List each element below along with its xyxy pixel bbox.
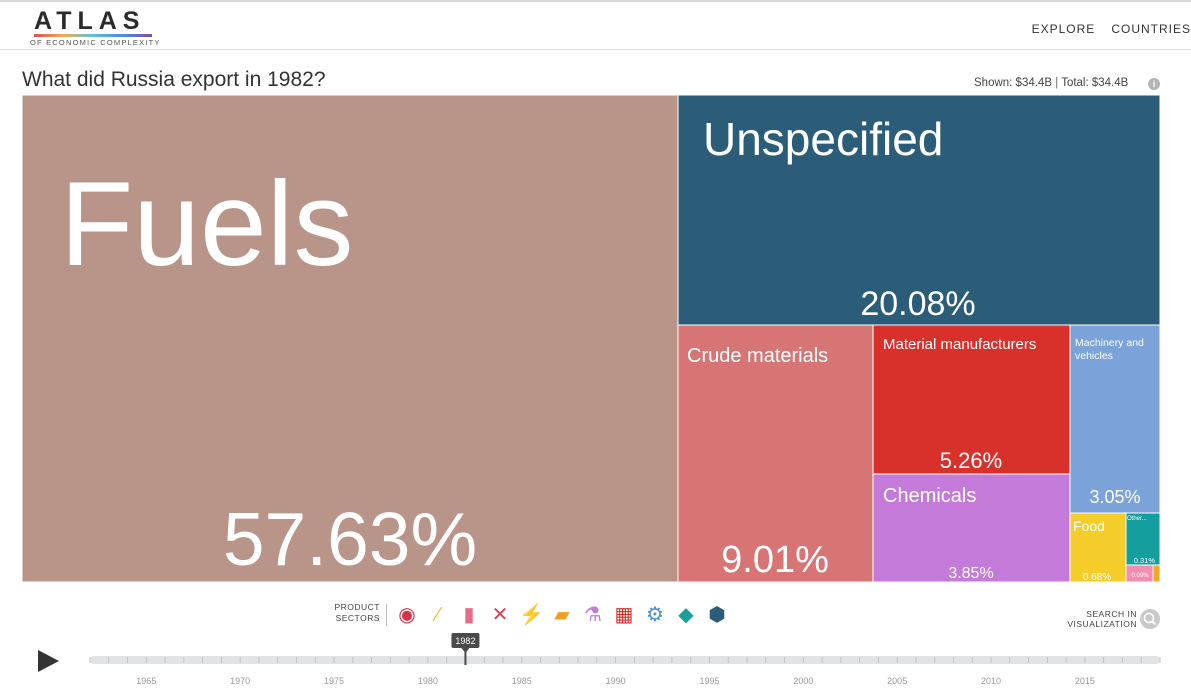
- selected-year-label: 1982: [455, 636, 475, 646]
- main-nav: EXPLORE COUNTRIES: [1032, 22, 1191, 36]
- timeline-year-label: 1990: [606, 676, 626, 686]
- logo-word: ATLAS: [34, 7, 146, 35]
- agriculture-icon[interactable]: ⁄: [436, 604, 440, 626]
- cell-name-label: Food: [1073, 518, 1105, 534]
- product-sectors-label: PRODUCT SECTORS: [334, 602, 380, 623]
- timeline-year-label: 2005: [887, 676, 907, 686]
- cell-name-label: Fuels: [60, 157, 353, 291]
- treemap-cell-fuels[interactable]: Fuels 57.63%: [21, 94, 679, 583]
- cell-name-label: vehicles: [1075, 350, 1113, 362]
- treemap-cell-other[interactable]: Other... 0.31%: [1125, 512, 1161, 566]
- timeline-year-label: 1965: [136, 676, 156, 686]
- timeline-year-label: 1995: [699, 676, 719, 686]
- timeline-year-label: 1975: [324, 676, 344, 686]
- nav-countries[interactable]: COUNTRIES: [1111, 22, 1191, 36]
- cell-value-label: 5.26%: [940, 448, 1002, 473]
- cell-name-label: Other...: [1127, 516, 1147, 522]
- cell-name-label: Crude materials: [687, 345, 828, 367]
- minerals-icon[interactable]: ⚡: [519, 604, 544, 626]
- timeline-year-label: 1980: [418, 676, 438, 686]
- stone-icon[interactable]: ✕: [491, 604, 509, 626]
- treemap-cell-chemicals[interactable]: Chemicals 3.85%: [872, 473, 1071, 583]
- electronics-icon[interactable]: ◆: [678, 604, 694, 626]
- cell-name-label: Unspecified: [703, 113, 943, 165]
- treemap-cell-small-9[interactable]: [1152, 564, 1161, 583]
- metals-icon[interactable]: ▰: [554, 604, 570, 626]
- cell-value-label: 20.08%: [860, 285, 975, 323]
- treemap-cell-small-8[interactable]: 0.09%: [1125, 564, 1154, 583]
- play-button[interactable]: [38, 650, 59, 672]
- timeline-track[interactable]: [90, 656, 1160, 664]
- totals-readout: Shown: $34.4B | Total: $34.4B: [974, 77, 1129, 89]
- timeline-year-label: 2010: [981, 676, 1001, 686]
- cell-value-label: 3.85%: [948, 565, 993, 582]
- top-bar: ATLAS OF ECONOMIC COMPLEXITY EXPLORE COU…: [0, 0, 1191, 50]
- timeline-year-label: 1985: [512, 676, 532, 686]
- page-title: What did Russia export in 1982?: [22, 68, 326, 91]
- cell-value-label: 0.09%: [1131, 573, 1149, 579]
- overall-total: Total: $34.4B: [1061, 77, 1129, 89]
- logo-subtitle: OF ECONOMIC COMPLEXITY: [30, 38, 161, 47]
- cell-value-label: 3.05%: [1089, 487, 1140, 507]
- cell-name-label: Chemicals: [883, 485, 976, 507]
- cell-name-label: Machinery and: [1075, 337, 1144, 349]
- year-timeline[interactable]: 1965 1970 1975 1980 1985 1990 1995 2000 2005 2010…: [0, 630, 1191, 700]
- other-icon[interactable]: ⬢: [708, 604, 726, 626]
- search-label: SEARCH IN VISUALIZATION: [1067, 609, 1137, 629]
- search-icon[interactable]: [1140, 609, 1160, 629]
- cell-value-label: 57.63%: [223, 497, 477, 581]
- chemicals-icon[interactable]: ⚗: [584, 604, 602, 626]
- cell-name-label: Material manufacturers: [883, 336, 1036, 353]
- vehicles-icon[interactable]: ▦: [614, 604, 634, 626]
- cell-value-label: 9.01%: [721, 539, 829, 581]
- textiles-icon[interactable]: ▮: [463, 604, 475, 626]
- info-icon[interactable]: i: [1148, 78, 1160, 90]
- shown-total: Shown: $34.4B: [974, 77, 1053, 89]
- cell-value-label: 0.31%: [1134, 556, 1156, 565]
- treemap-cell-unspecified[interactable]: Unspecified 20.08%: [677, 94, 1161, 326]
- atlas-logo[interactable]: ATLAS OF ECONOMIC COMPLEXITY: [30, 7, 159, 47]
- timeline-year-label: 2015: [1075, 676, 1095, 686]
- machinery-icon[interactable]: ⚙: [646, 604, 664, 626]
- treemap-cell-crude-materials[interactable]: Crude materials 9.01%: [677, 324, 874, 583]
- services-icon[interactable]: ◉: [398, 604, 416, 626]
- timeline-year-label: 2000: [793, 676, 813, 686]
- nav-explore[interactable]: EXPLORE: [1031, 22, 1096, 36]
- treemap-cell-food[interactable]: Food 0.68%: [1069, 512, 1127, 583]
- cell-value-label: 0.68%: [1083, 572, 1111, 583]
- logo-color-bar: [34, 34, 152, 37]
- timeline-year-marker[interactable]: 1982: [451, 633, 480, 665]
- treemap-cell-material-manufacturers[interactable]: Material manufacturers 5.26%: [872, 324, 1071, 475]
- timeline-year-label: 1970: [230, 676, 250, 686]
- sectors-divider: [386, 604, 387, 626]
